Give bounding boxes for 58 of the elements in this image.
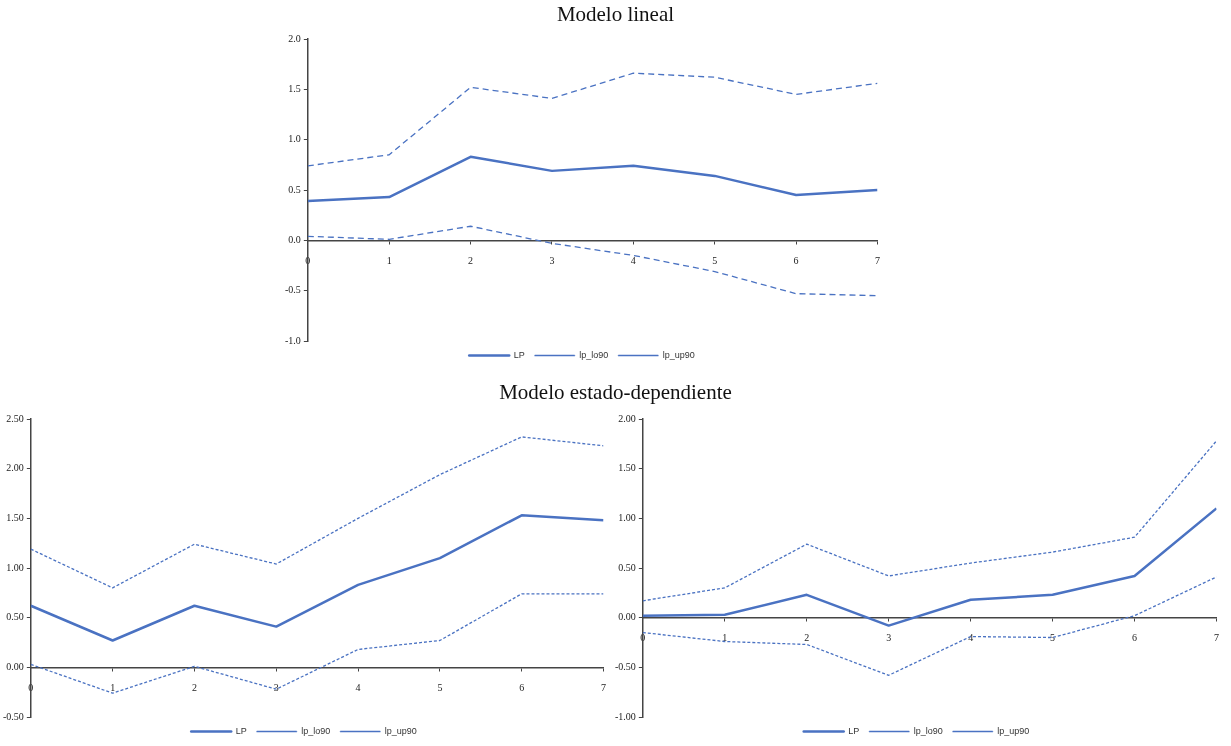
y-tick-label: -1.0 bbox=[284, 334, 301, 346]
y-tick-label: 1.5 bbox=[288, 82, 301, 94]
x-tick-label: 7 bbox=[601, 681, 606, 693]
x-tick-label: 4 bbox=[355, 681, 361, 693]
x-tick-label: 3 bbox=[273, 681, 279, 693]
x-tick-label: 6 bbox=[1132, 632, 1138, 644]
x-tick-label: 2 bbox=[804, 632, 810, 644]
x-tick-label: 3 bbox=[886, 632, 892, 644]
line-series bbox=[642, 440, 1217, 602]
y-tick-label: 2.00 bbox=[6, 462, 24, 474]
x-tick-label: 1 bbox=[722, 632, 728, 644]
x-tick-label: 2 bbox=[191, 681, 197, 693]
y-tick-label: -0.5 bbox=[284, 284, 301, 296]
x-tick-label: 5 bbox=[712, 254, 718, 266]
y-tick-label: 2.00 bbox=[618, 412, 636, 424]
legend-label: lp_lo90 bbox=[913, 725, 943, 736]
y-tick-label: -0.50 bbox=[2, 710, 24, 722]
line-series bbox=[307, 225, 878, 297]
legend-label: lp_up90 bbox=[997, 725, 1030, 736]
chart-title: Modelo estado-dependiente bbox=[498, 380, 733, 405]
legend-label: lp_up90 bbox=[384, 725, 417, 736]
y-tick-label: 0.00 bbox=[6, 660, 24, 672]
y-tick-label: 0.00 bbox=[618, 611, 636, 623]
legend-label: lp_up90 bbox=[662, 349, 695, 360]
chart-title: Modelo lineal bbox=[555, 2, 676, 27]
x-tick-label: 1 bbox=[110, 681, 116, 693]
line-series bbox=[307, 72, 878, 167]
y-tick-label: -1.00 bbox=[614, 710, 636, 722]
x-tick-label: 3 bbox=[549, 254, 555, 266]
legend-label: lp_lo90 bbox=[579, 349, 609, 360]
x-tick-label: 1 bbox=[386, 254, 392, 266]
x-tick-label: 2 bbox=[468, 254, 474, 266]
x-tick-label: 7 bbox=[1214, 632, 1219, 644]
x-tick-label: 6 bbox=[519, 681, 525, 693]
y-tick-label: 0.0 bbox=[288, 233, 301, 245]
legend-label: lp_lo90 bbox=[301, 725, 331, 736]
y-tick-label: 1.00 bbox=[6, 561, 24, 573]
x-tick-label: 5 bbox=[1050, 632, 1056, 644]
y-tick-label: 1.0 bbox=[288, 133, 301, 145]
x-tick-label: 6 bbox=[793, 254, 799, 266]
y-tick-label: 0.5 bbox=[288, 183, 301, 195]
x-tick-label: 4 bbox=[968, 632, 974, 644]
y-tick-label: 0.50 bbox=[618, 561, 636, 573]
y-tick-label: 2.50 bbox=[6, 412, 24, 424]
y-tick-label: 2.0 bbox=[288, 32, 301, 44]
legend-label: LP bbox=[235, 725, 247, 736]
y-tick-label: 0.50 bbox=[6, 611, 24, 623]
line-series bbox=[30, 436, 604, 589]
legend-label: LP bbox=[513, 349, 525, 360]
y-tick-label: 1.00 bbox=[618, 511, 636, 523]
x-tick-label: 7 bbox=[875, 254, 880, 266]
y-tick-label: -0.50 bbox=[614, 660, 636, 672]
y-tick-label: 1.50 bbox=[6, 511, 24, 523]
x-tick-label: 4 bbox=[630, 254, 636, 266]
legend-label: LP bbox=[848, 725, 860, 736]
line-series bbox=[30, 593, 604, 694]
x-tick-label: 5 bbox=[437, 681, 443, 693]
y-tick-label: 1.50 bbox=[618, 462, 636, 474]
